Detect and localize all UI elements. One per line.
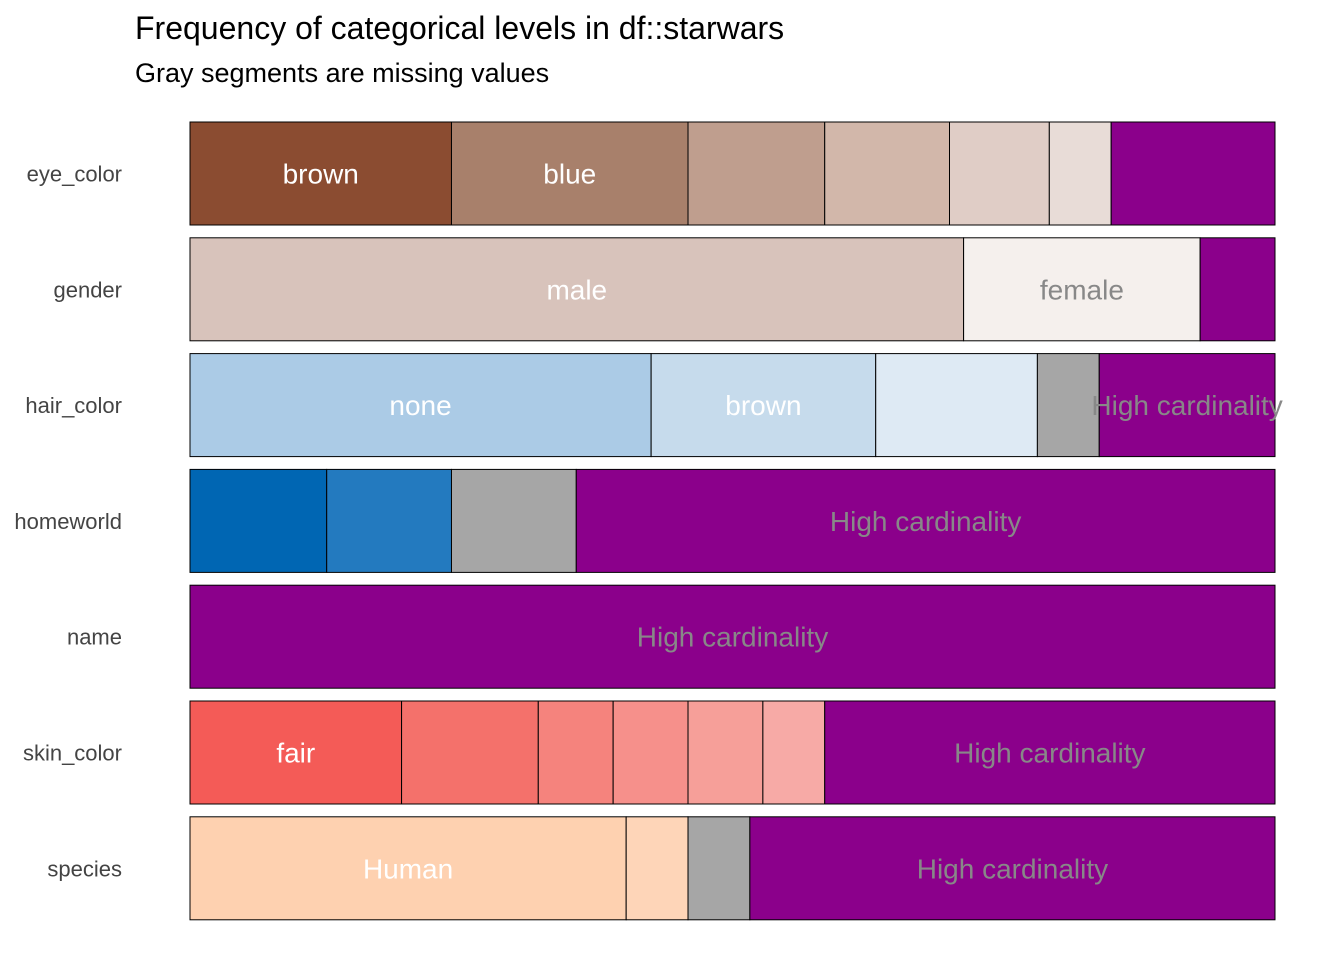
row-label: hair_color xyxy=(25,393,122,418)
bar-segment xyxy=(450,468,577,573)
bar-segment xyxy=(1048,121,1112,226)
bar-segment xyxy=(189,468,328,573)
bar-segment xyxy=(401,700,539,805)
bar-segment xyxy=(625,816,689,921)
row-label: name xyxy=(67,625,122,650)
bar-segment xyxy=(612,700,689,805)
bar-segment xyxy=(1110,121,1276,226)
bar-segment xyxy=(189,700,403,805)
bar-row-name: name High cardinality xyxy=(67,584,1276,689)
bar-segment xyxy=(1199,237,1276,342)
bar-segment xyxy=(189,353,652,458)
bar-segment xyxy=(537,700,614,805)
bar-segment xyxy=(824,121,950,226)
bar-row-eye-color: eye_color brown blue xyxy=(27,121,1276,226)
segment-label: male xyxy=(546,274,607,305)
segment-label: High cardinality xyxy=(917,853,1108,884)
segment-label: female xyxy=(1040,274,1124,305)
segment-label: fair xyxy=(276,738,315,769)
segment-label: Human xyxy=(363,853,453,884)
bar-segment xyxy=(575,468,1276,573)
bar-row-skin-color: skin_color fair High cardinality xyxy=(23,700,1276,805)
bar-segment xyxy=(189,237,965,342)
bar-segment xyxy=(189,816,627,921)
row-label: eye_color xyxy=(27,162,122,187)
chart-subtitle: Gray segments are missing values xyxy=(135,58,550,88)
bar-segment xyxy=(1098,353,1276,458)
segment-label: High cardinality xyxy=(954,738,1145,769)
segment-label: High cardinality xyxy=(830,506,1021,537)
bar-row-species: species Human High cardinality xyxy=(47,816,1276,921)
chart-title: Frequency of categorical levels in df::s… xyxy=(135,10,785,46)
bar-segment xyxy=(687,700,764,805)
bar-segment xyxy=(687,816,751,921)
segment-label: brown xyxy=(283,159,359,190)
bar-segment xyxy=(762,700,826,805)
bar-segment xyxy=(189,584,1276,689)
bar-segment xyxy=(189,121,452,226)
bar-segment xyxy=(687,121,826,226)
segment-label: High cardinality xyxy=(637,622,828,653)
row-label: gender xyxy=(53,277,122,302)
bar-row-homeworld: homeworld High cardinality xyxy=(14,468,1276,573)
row-label: skin_color xyxy=(23,741,122,766)
bar-segment xyxy=(949,121,1050,226)
segment-label: High cardinality xyxy=(1091,390,1282,421)
bar-segment xyxy=(749,816,1276,921)
row-label: homeworld xyxy=(14,509,122,534)
row-label: species xyxy=(47,856,122,881)
bar-segment xyxy=(963,237,1201,342)
bar-segment xyxy=(650,353,877,458)
segment-label: blue xyxy=(543,159,596,190)
bar-row-gender: gender male female xyxy=(53,237,1276,342)
bar-segment xyxy=(875,353,1038,458)
bar-segment xyxy=(326,468,452,573)
segment-label: none xyxy=(389,390,451,421)
bar-row-hair-color: hair_color none brown High cardinality xyxy=(25,353,1283,458)
bar-segment xyxy=(824,700,1276,805)
segment-label: brown xyxy=(725,390,801,421)
bar-segment xyxy=(1036,353,1100,458)
